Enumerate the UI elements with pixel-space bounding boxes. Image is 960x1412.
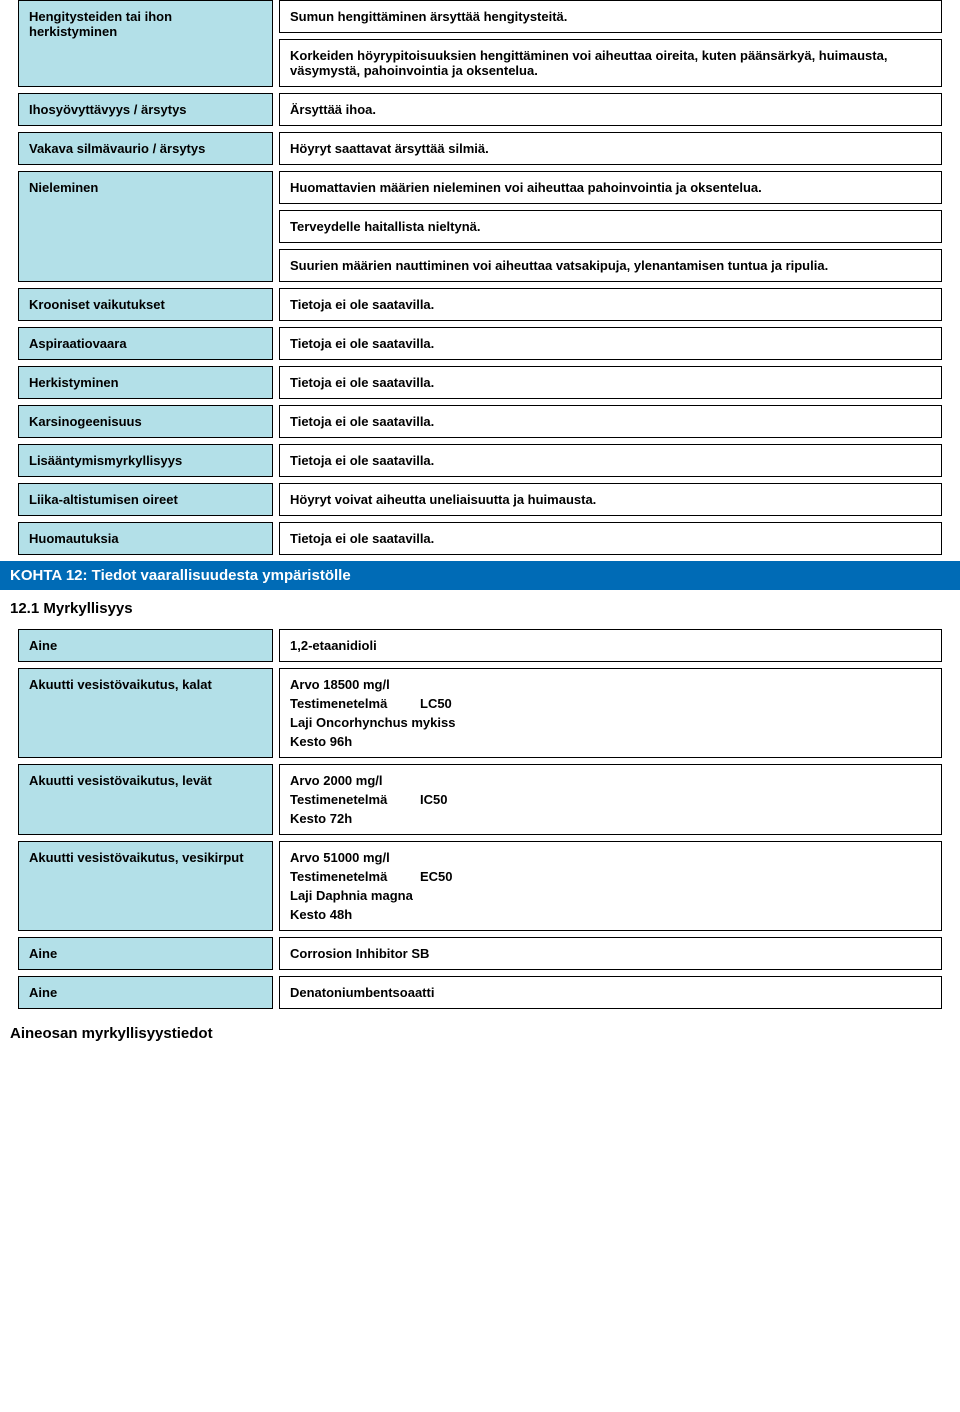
label-notes: Huomautuksia	[18, 522, 273, 555]
value-col: Tietoja ei ole saatavilla.	[279, 444, 942, 477]
value-line: Laji Oncorhynchus mykiss	[290, 715, 931, 730]
value-col: Tietoja ei ole saatavilla.	[279, 366, 942, 399]
value-col: Corrosion Inhibitor SB	[279, 937, 942, 970]
row-substance-1: Aine 1,2-etaanidioli	[18, 629, 942, 662]
value-text: Suurien määrien nauttiminen voi aiheutta…	[279, 249, 942, 282]
label-acute-algae: Akuutti vesistövaikutus, levät	[18, 764, 273, 835]
test-method-value: IC50	[420, 792, 447, 807]
label-overexposure: Liika-altistumisen oireet	[18, 483, 273, 516]
label-eye-damage: Vakava silmävaurio / ärsytys	[18, 132, 273, 165]
label-substance: Aine	[18, 937, 273, 970]
value-col: Tietoja ei ole saatavilla.	[279, 405, 942, 438]
row-skin-irritation: Ihosyövyttävyys / ärsytys Ärsyttää ihoa.	[18, 93, 942, 126]
value-text: Korkeiden höyrypitoisuuksien hengittämin…	[279, 39, 942, 87]
value-text: Corrosion Inhibitor SB	[279, 937, 942, 970]
value-text: Denatoniumbentsoaatti	[279, 976, 942, 1009]
value-col: Tietoja ei ole saatavilla.	[279, 288, 942, 321]
value-col: Tietoja ei ole saatavilla.	[279, 522, 942, 555]
label-skin-irritation: Ihosyövyttävyys / ärsytys	[18, 93, 273, 126]
row-ingestion: Nieleminen Huomattavien määrien nielemin…	[18, 171, 942, 282]
row-chronic: Krooniset vaikutukset Tietoja ei ole saa…	[18, 288, 942, 321]
value-col: Tietoja ei ole saatavilla.	[279, 327, 942, 360]
component-toxicity-heading: Aineosan myrkyllisyystiedot	[10, 1015, 942, 1048]
test-method-label: Testimenetelmä	[290, 696, 420, 711]
row-respiratory-skin: Hengitysteiden tai ihon herkistyminen Su…	[18, 0, 942, 87]
label-acute-daphnia: Akuutti vesistövaikutus, vesikirput	[18, 841, 273, 931]
row-acute-algae: Akuutti vesistövaikutus, levät Arvo 2000…	[18, 764, 942, 835]
label-respiratory-skin: Hengitysteiden tai ihon herkistyminen	[18, 0, 273, 87]
value-line: Kesto 96h	[290, 734, 931, 749]
value-col: Höyryt saattavat ärsyttää silmiä.	[279, 132, 942, 165]
value-line: Kesto 48h	[290, 907, 931, 922]
value-block: Arvo 2000 mg/l TestimenetelmäIC50 Kesto …	[279, 764, 942, 835]
value-text: 1,2-etaanidioli	[279, 629, 942, 662]
row-acute-fish: Akuutti vesistövaikutus, kalat Arvo 1850…	[18, 668, 942, 758]
value-line: TestimenetelmäEC50	[290, 869, 931, 884]
value-block: Arvo 51000 mg/l TestimenetelmäEC50 Laji …	[279, 841, 942, 931]
row-substance-3: Aine Denatoniumbentsoaatti	[18, 976, 942, 1009]
value-text: Tietoja ei ole saatavilla.	[279, 366, 942, 399]
row-overexposure: Liika-altistumisen oireet Höyryt voivat …	[18, 483, 942, 516]
value-col: Ärsyttää ihoa.	[279, 93, 942, 126]
value-line: Arvo 2000 mg/l	[290, 773, 931, 788]
label-chronic: Krooniset vaikutukset	[18, 288, 273, 321]
row-carcinogenicity: Karsinogeenisuus Tietoja ei ole saatavil…	[18, 405, 942, 438]
value-line: TestimenetelmäIC50	[290, 792, 931, 807]
label-reproductive: Lisääntymismyrkyllisyys	[18, 444, 273, 477]
label-substance: Aine	[18, 629, 273, 662]
label-ingestion: Nieleminen	[18, 171, 273, 282]
value-text: Tietoja ei ole saatavilla.	[279, 288, 942, 321]
value-text: Höyryt saattavat ärsyttää silmiä.	[279, 132, 942, 165]
value-text: Huomattavien määrien nieleminen voi aihe…	[279, 171, 942, 204]
value-text: Sumun hengittäminen ärsyttää hengitystei…	[279, 0, 942, 33]
row-notes: Huomautuksia Tietoja ei ole saatavilla.	[18, 522, 942, 555]
label-acute-fish: Akuutti vesistövaikutus, kalat	[18, 668, 273, 758]
value-line: Laji Daphnia magna	[290, 888, 931, 903]
label-substance: Aine	[18, 976, 273, 1009]
value-col: Höyryt voivat aiheutta uneliaisuutta ja …	[279, 483, 942, 516]
value-line: TestimenetelmäLC50	[290, 696, 931, 711]
row-substance-2: Aine Corrosion Inhibitor SB	[18, 937, 942, 970]
value-col: Arvo 51000 mg/l TestimenetelmäEC50 Laji …	[279, 841, 942, 931]
value-text: Tietoja ei ole saatavilla.	[279, 405, 942, 438]
value-text: Ärsyttää ihoa.	[279, 93, 942, 126]
value-line: Arvo 51000 mg/l	[290, 850, 931, 865]
test-method-value: EC50	[420, 869, 453, 884]
test-method-label: Testimenetelmä	[290, 792, 420, 807]
value-block: Arvo 18500 mg/l TestimenetelmäLC50 Laji …	[279, 668, 942, 758]
value-line: Arvo 18500 mg/l	[290, 677, 931, 692]
section-12-header: KOHTA 12: Tiedot vaarallisuudesta ympäri…	[0, 561, 960, 590]
row-aspiration: Aspiraatiovaara Tietoja ei ole saatavill…	[18, 327, 942, 360]
value-col: 1,2-etaanidioli	[279, 629, 942, 662]
value-text: Tietoja ei ole saatavilla.	[279, 327, 942, 360]
value-col: Arvo 18500 mg/l TestimenetelmäLC50 Laji …	[279, 668, 942, 758]
label-carcinogenicity: Karsinogeenisuus	[18, 405, 273, 438]
value-col: Sumun hengittäminen ärsyttää hengitystei…	[279, 0, 942, 87]
value-text: Tietoja ei ole saatavilla.	[279, 522, 942, 555]
value-col: Arvo 2000 mg/l TestimenetelmäIC50 Kesto …	[279, 764, 942, 835]
test-method-label: Testimenetelmä	[290, 869, 420, 884]
test-method-value: LC50	[420, 696, 452, 711]
value-text: Höyryt voivat aiheutta uneliaisuutta ja …	[279, 483, 942, 516]
value-col: Denatoniumbentsoaatti	[279, 976, 942, 1009]
value-line: Kesto 72h	[290, 811, 931, 826]
row-sensitization: Herkistyminen Tietoja ei ole saatavilla.	[18, 366, 942, 399]
row-acute-daphnia: Akuutti vesistövaikutus, vesikirput Arvo…	[18, 841, 942, 931]
label-sensitization: Herkistyminen	[18, 366, 273, 399]
value-col: Huomattavien määrien nieleminen voi aihe…	[279, 171, 942, 282]
value-text: Terveydelle haitallista nieltynä.	[279, 210, 942, 243]
row-eye-damage: Vakava silmävaurio / ärsytys Höyryt saat…	[18, 132, 942, 165]
value-text: Tietoja ei ole saatavilla.	[279, 444, 942, 477]
section-12-1-title: 12.1 Myrkyllisyys	[10, 590, 942, 629]
row-reproductive: Lisääntymismyrkyllisyys Tietoja ei ole s…	[18, 444, 942, 477]
label-aspiration: Aspiraatiovaara	[18, 327, 273, 360]
